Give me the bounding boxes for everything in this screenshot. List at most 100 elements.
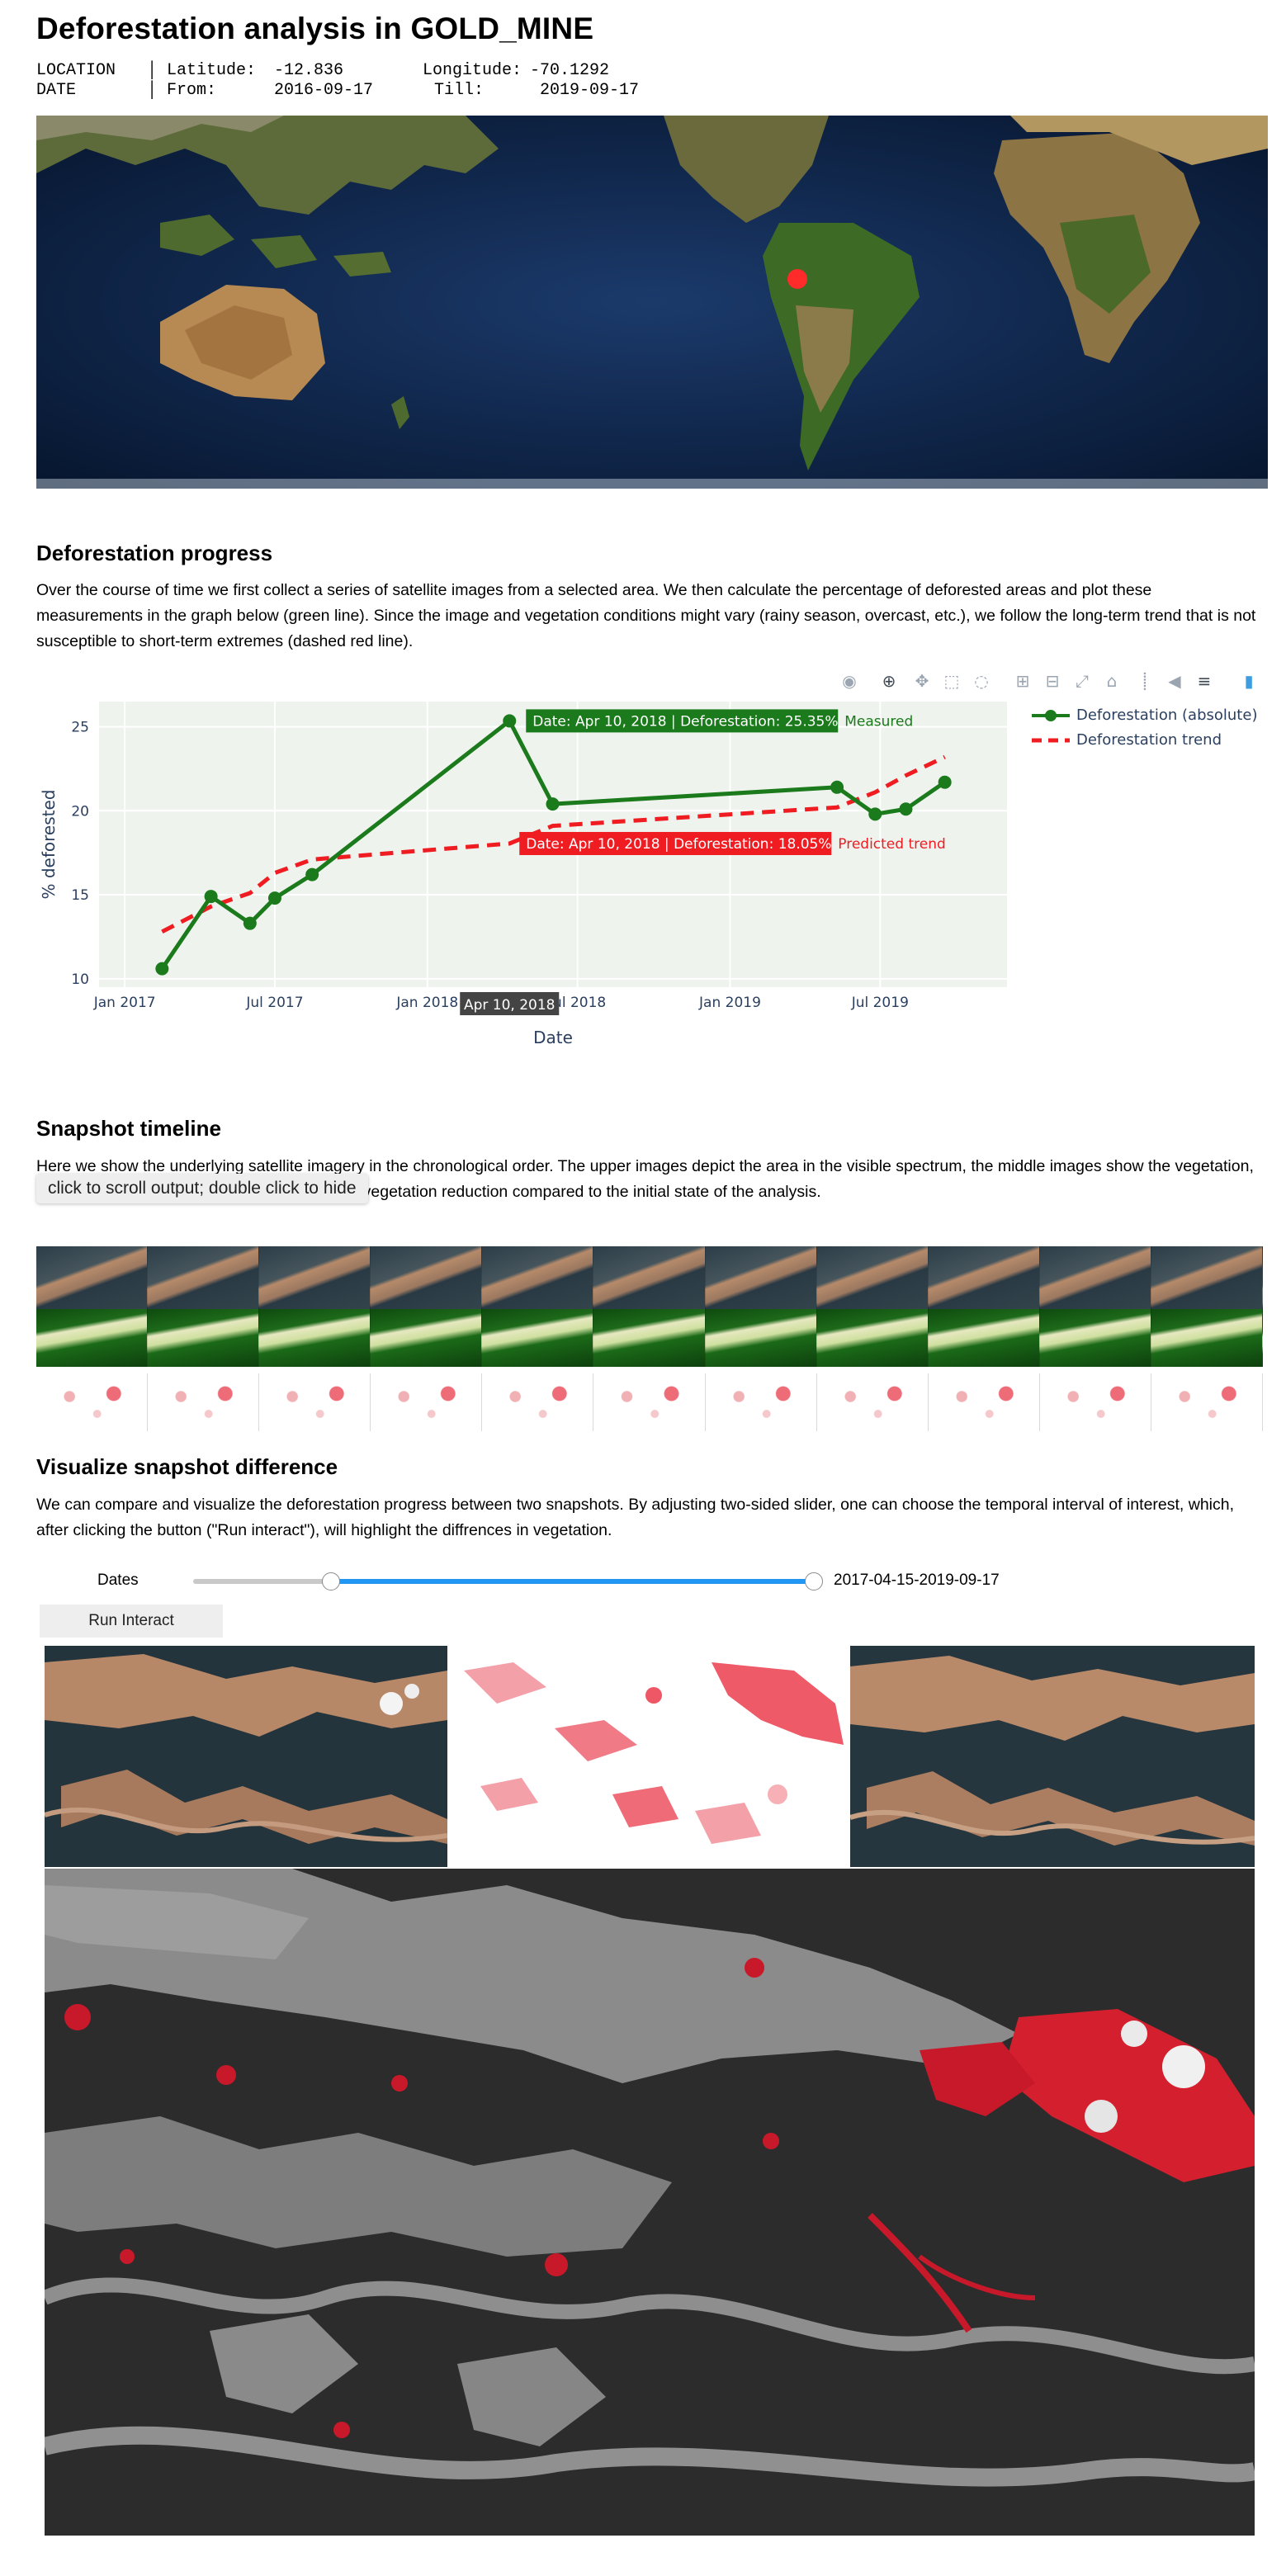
timeline-snapshot-cell xyxy=(148,1309,260,1367)
date-key: DATE xyxy=(36,81,77,100)
measured-point xyxy=(546,797,560,811)
location-marker-icon xyxy=(787,269,807,289)
difference-heading: Visualize snapshot difference xyxy=(36,1454,338,1479)
hover-label-measured: Date: Apr 10, 2018 | Deforestation: 25.3… xyxy=(526,709,913,733)
till-label: Till: xyxy=(434,81,485,100)
latitude-value: -12.836 xyxy=(274,61,344,80)
x-axis-title: Date xyxy=(533,1028,573,1047)
measured-point xyxy=(503,714,517,728)
y-tick-label: 25 xyxy=(71,720,89,736)
hover-label-predicted: Date: Apr 10, 2018 | Deforestation: 18.0… xyxy=(519,831,946,855)
snapshot-difference-graphic xyxy=(447,1646,850,1867)
hover-x-text: Apr 10, 2018 xyxy=(464,997,556,1014)
slider-handle-end[interactable] xyxy=(805,1572,824,1591)
slider-track[interactable] xyxy=(193,1572,824,1591)
measured-point xyxy=(305,867,319,882)
measured-point xyxy=(267,891,281,905)
legend-trend-label: Deforestation trend xyxy=(1076,731,1222,749)
longitude-label: Longitude: xyxy=(423,61,522,80)
camera-icon[interactable]: ◉ xyxy=(842,671,857,691)
timeline-heading: Snapshot timeline xyxy=(36,1116,221,1141)
from-label: From: xyxy=(167,81,217,100)
measured-point xyxy=(243,916,257,930)
timeline-snapshot-cell xyxy=(148,1246,260,1309)
timeline-snapshot-cell xyxy=(482,1246,594,1309)
pan-icon[interactable]: ✥ xyxy=(915,671,929,691)
x-tick-label: Jan 2019 xyxy=(698,995,761,1011)
till-value: 2019-09-17 xyxy=(540,81,640,100)
timeline-snapshot-cell xyxy=(593,1246,706,1309)
lasso-select-icon[interactable]: ◌ xyxy=(974,671,989,691)
world-map-graphic xyxy=(36,116,1268,489)
x-tick-label: Jan 2018 xyxy=(395,995,458,1011)
run-interact-button[interactable]: Run Interact xyxy=(40,1605,223,1638)
timeline-snapshot-cell xyxy=(705,1373,817,1431)
progress-heading: Deforestation progress xyxy=(36,541,273,565)
autoscale-icon[interactable]: ⤢ xyxy=(1076,671,1089,691)
reset-axes-icon[interactable]: ⌂ xyxy=(1106,671,1118,691)
slider-handle-start[interactable] xyxy=(322,1572,341,1591)
hover-predicted-box xyxy=(519,831,832,855)
legend-trend-swatch xyxy=(1032,738,1070,743)
timeline-snapshot-cell xyxy=(36,1373,149,1431)
deforestation-chart[interactable]: Jan 2017 Jul 2017 Jan 2018 Jul 2018 Jan 2019… xyxy=(36,683,1027,1047)
y-axis-title: % deforested xyxy=(39,790,59,900)
snapshot-difference-image xyxy=(447,1646,850,1867)
timeline-snapshot-cell xyxy=(259,1309,371,1367)
timeline-snapshot-cell xyxy=(371,1246,483,1309)
x-tick-label: Jul 2019 xyxy=(851,995,909,1011)
timeline-snapshot-cell xyxy=(1039,1309,1151,1367)
hover-measured-text: Date: Apr 10, 2018 | Deforestation: 25.3… xyxy=(532,713,838,730)
timeline-snapshot-cell xyxy=(928,1309,1040,1367)
x-tick-label: Jul 2017 xyxy=(245,995,303,1011)
measured-point xyxy=(868,807,882,821)
timeline-reduction-strip[interactable] xyxy=(36,1373,1263,1431)
zoom-icon[interactable]: ⊕ xyxy=(882,671,896,691)
legend-item-measured[interactable]: Deforestation (absolute) xyxy=(1030,703,1257,728)
timeline-visible-strip[interactable] xyxy=(36,1246,1263,1309)
hover-compare-icon[interactable]: ≡ xyxy=(1197,671,1212,691)
legend-item-trend[interactable]: Deforestation trend xyxy=(1030,728,1257,753)
plotly-logo-icon[interactable]: ▮ xyxy=(1244,671,1254,691)
world-location-map[interactable] xyxy=(36,116,1268,489)
timeline-snapshot-cell xyxy=(482,1309,594,1367)
measured-point xyxy=(938,775,952,789)
from-value: 2016-09-17 xyxy=(274,81,374,100)
snapshot-start-image xyxy=(45,1646,447,1867)
timeline-snapshot-cell xyxy=(593,1309,706,1367)
zoom-in-icon[interactable]: ⊞ xyxy=(1015,671,1030,691)
zoom-out-icon[interactable]: ⊟ xyxy=(1045,671,1060,691)
timeline-snapshot-cell xyxy=(705,1246,817,1309)
timeline-snapshot-cell xyxy=(36,1309,149,1367)
chart-legend[interactable]: Deforestation (absolute) Deforestation t… xyxy=(1030,703,1257,753)
timeline-snapshot-cell xyxy=(816,1309,929,1367)
hover-measured-box xyxy=(526,709,839,733)
timeline-snapshot-cell xyxy=(1151,1373,1263,1431)
slider-selected-range xyxy=(331,1579,815,1584)
measured-point xyxy=(830,780,844,794)
hover-predicted-name: Predicted trend xyxy=(838,836,946,853)
location-key: LOCATION xyxy=(36,61,116,80)
timeline-snapshot-cell xyxy=(1039,1246,1151,1309)
timeline-snapshot-cell xyxy=(371,1309,483,1367)
timeline-vegetation-strip[interactable] xyxy=(36,1309,1263,1367)
spike-lines-icon[interactable]: ⸽ xyxy=(1142,671,1147,691)
timeline-snapshot-cell xyxy=(816,1246,929,1309)
progress-description: Over the course of time we first collect… xyxy=(36,581,1256,650)
legend-measured-label: Deforestation (absolute) xyxy=(1076,707,1258,724)
hover-x-box xyxy=(460,992,560,1015)
location-date-block: LOCATION │ Latitude: -12.836 Longitude: -70.… xyxy=(36,61,640,100)
scroll-output-hint[interactable]: click to scroll output; double click to … xyxy=(36,1174,368,1203)
y-tick-label: 20 xyxy=(71,803,89,820)
date-range-slider[interactable]: Dates 2017-04-15-2019-09-17 xyxy=(36,1565,1027,1598)
timeline-snapshot-cell xyxy=(593,1373,706,1431)
y-tick-label: 15 xyxy=(71,887,89,904)
hover-closest-icon[interactable]: ◀ xyxy=(1168,671,1181,691)
timeline-snapshot-cell xyxy=(482,1373,594,1431)
snapshot-end-graphic xyxy=(850,1646,1255,1867)
measured-point xyxy=(204,890,218,904)
legend-measured-swatch xyxy=(1032,710,1070,721)
hover-label-x: Apr 10, 2018 xyxy=(460,992,560,1015)
snapshot-start-graphic xyxy=(45,1646,447,1867)
box-select-icon[interactable]: ⬚ xyxy=(943,671,960,691)
